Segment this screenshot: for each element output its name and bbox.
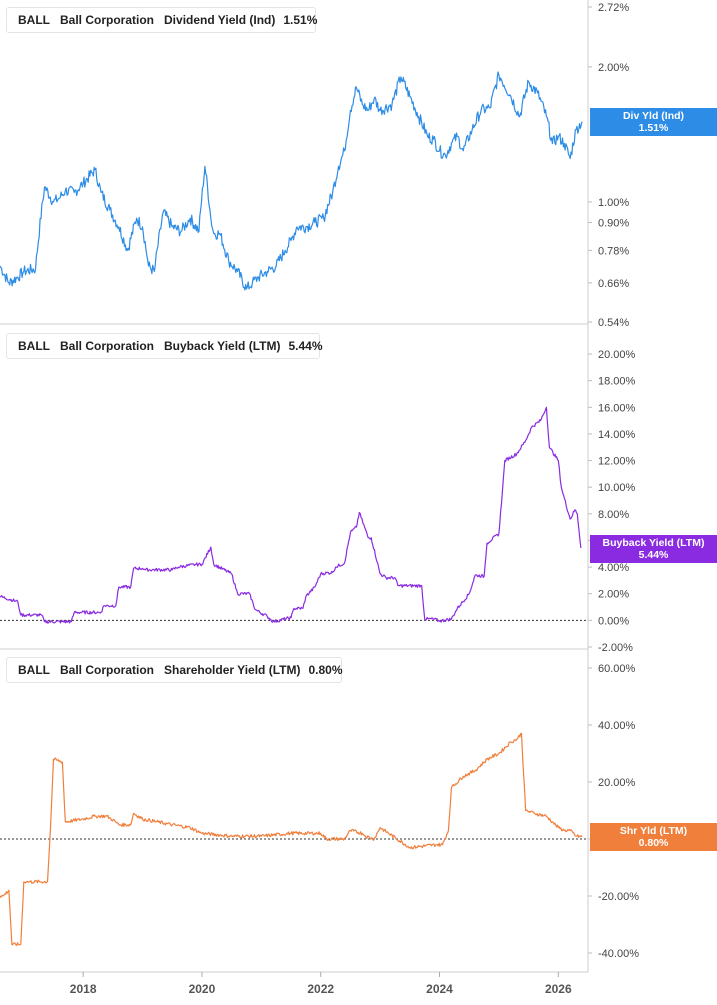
- legend-company: Ball Corporation: [60, 13, 155, 27]
- y-tick-label: 0.00%: [598, 615, 629, 627]
- y-tick-label: 18.00%: [598, 376, 636, 388]
- dividend-yield-line[interactable]: [0, 71, 583, 291]
- y-tick-label: 40.00%: [598, 720, 636, 732]
- legend-company: Ball Corporation: [60, 663, 155, 677]
- y-tick-label: -40.00%: [598, 948, 639, 960]
- legend-shareholder-yield[interactable]: BALL Ball Corporation Shareholder Yield …: [6, 657, 343, 683]
- legend-value: 1.51%: [283, 13, 318, 27]
- end-label-value: 5.44%: [638, 549, 669, 561]
- y-tick-label: -2.00%: [598, 642, 633, 654]
- end-label-dividend: Div Yld (Ind) 1.51%: [590, 108, 717, 136]
- legend-value: 5.44%: [288, 339, 323, 353]
- y-tick-label: 12.00%: [598, 456, 636, 468]
- legend-metric: Buyback Yield (LTM): [164, 339, 281, 353]
- legend-dividend-yield[interactable]: BALL Ball Corporation Dividend Yield (In…: [6, 7, 318, 33]
- legend-company: Ball Corporation: [60, 339, 155, 353]
- x-tick-label: 2022: [307, 982, 334, 996]
- end-label-shareholder: Shr Yld (LTM) 0.80%: [590, 823, 717, 851]
- y-tick-label: 2.00%: [598, 589, 629, 601]
- y-tick-label: 0.78%: [598, 245, 629, 257]
- y-tick-label: 8.00%: [598, 509, 629, 521]
- y-tick-label: 10.00%: [598, 482, 636, 494]
- y-tick-label: 20.00%: [598, 777, 636, 789]
- shareholder-yield-line[interactable]: [0, 732, 583, 947]
- y-tick-label: 16.00%: [598, 402, 636, 414]
- y-tick-label: 4.00%: [598, 562, 629, 574]
- end-label-metric: Shr Yld (LTM): [619, 825, 688, 837]
- x-tick-label: 2018: [70, 982, 97, 996]
- y-tick-label: 0.66%: [598, 278, 629, 290]
- y-tick-label: 0.54%: [598, 317, 629, 329]
- end-label-metric: Buyback Yield (LTM): [602, 537, 705, 549]
- y-tick-label: 2.00%: [598, 62, 629, 74]
- legend-ticker: BALL: [18, 663, 50, 677]
- end-label-value: 0.80%: [638, 837, 669, 849]
- y-tick-label: 20.00%: [598, 349, 636, 361]
- x-tick-label: 2020: [189, 982, 216, 996]
- x-tick-label: 2026: [545, 982, 572, 996]
- legend-ticker: BALL: [18, 339, 50, 353]
- legend-value: 0.80%: [308, 663, 343, 677]
- y-tick-label: 60.00%: [598, 663, 636, 675]
- y-tick-label: -20.00%: [598, 891, 639, 903]
- legend-ticker: BALL: [18, 13, 50, 27]
- buyback-yield-line[interactable]: [0, 406, 582, 624]
- legend-buyback-yield[interactable]: BALL Ball Corporation Buyback Yield (LTM…: [6, 333, 323, 359]
- y-tick-label: 2.72%: [598, 2, 629, 14]
- y-tick-label: 0.90%: [598, 217, 629, 229]
- y-tick-label: 14.00%: [598, 429, 636, 441]
- legend-metric: Dividend Yield (Ind): [164, 13, 276, 27]
- legend-metric: Shareholder Yield (LTM): [164, 663, 301, 677]
- end-label-metric: Div Yld (Ind): [622, 110, 685, 122]
- x-tick-label: 2024: [426, 982, 453, 996]
- end-label-value: 1.51%: [638, 122, 669, 134]
- end-label-buyback: Buyback Yield (LTM) 5.44%: [590, 535, 717, 563]
- y-tick-label: 1.00%: [598, 197, 629, 209]
